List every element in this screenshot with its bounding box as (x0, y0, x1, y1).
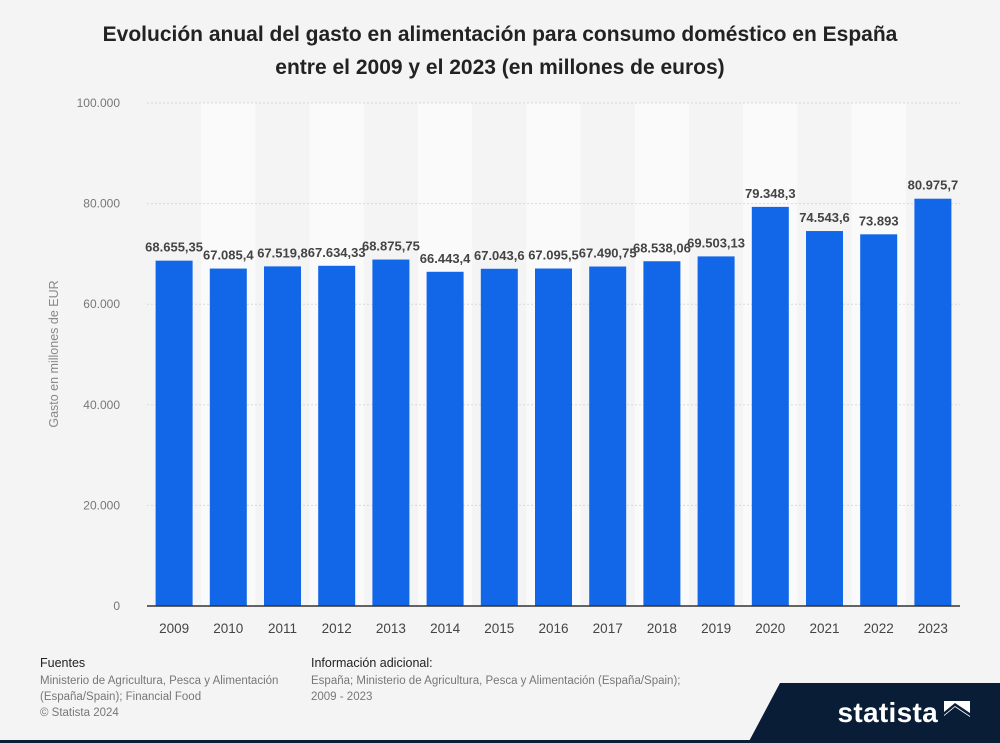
sources-line: © Statista 2024 (40, 707, 119, 719)
bar[interactable] (155, 260, 193, 606)
data-label: 67.095,5 (528, 248, 579, 263)
x-tick-label: 2016 (538, 621, 568, 636)
y-tick-label: 0 (113, 599, 120, 613)
bar[interactable] (480, 268, 518, 606)
bar[interactable] (209, 268, 247, 606)
bar[interactable] (860, 234, 898, 606)
bar[interactable] (697, 256, 735, 606)
y-axis-label: Gasto en millones de EUR (47, 280, 61, 427)
chart-title-line-1: Evolución anual del gasto en alimentació… (102, 23, 898, 46)
bar[interactable] (318, 265, 356, 606)
data-label: 67.085,4 (203, 248, 254, 263)
info-heading: Información adicional: (311, 656, 433, 670)
x-tick-label: 2014 (430, 621, 461, 636)
bar[interactable] (535, 268, 572, 606)
data-label: 79.348,3 (745, 186, 796, 201)
data-label: 68.655,35 (145, 240, 203, 255)
bar[interactable] (751, 206, 789, 606)
brand-bottom-line (0, 740, 1000, 743)
data-label: 67.519,8 (257, 245, 308, 260)
bar[interactable] (806, 231, 843, 606)
x-tick-label: 2013 (376, 621, 406, 636)
y-tick-label: 60.000 (83, 297, 120, 311)
x-tick-label: 2022 (864, 621, 894, 636)
data-label: 73.893 (859, 213, 899, 228)
x-tick-label: 2018 (647, 621, 677, 636)
bar[interactable] (372, 259, 410, 606)
statista-logo-icon (944, 701, 970, 723)
info-line: 2009 - 2023 (311, 691, 373, 703)
sources-line: (España/Spain); Financial Food (40, 691, 202, 703)
x-tick-label: 2021 (809, 621, 839, 636)
data-label: 67.634,33 (308, 245, 366, 260)
data-label: 69.503,13 (687, 235, 745, 250)
bar[interactable] (914, 198, 952, 606)
y-tick-label: 20.000 (83, 498, 120, 512)
brand-bar: statista (0, 683, 1000, 743)
bar[interactable] (643, 261, 681, 606)
bar[interactable] (589, 266, 627, 606)
bar[interactable] (264, 266, 301, 606)
x-tick-label: 2019 (701, 621, 731, 636)
data-label: 67.043,6 (474, 248, 525, 263)
x-tick-label: 2023 (918, 621, 948, 636)
y-tick-label: 80.000 (83, 197, 120, 211)
data-label: 66.443,4 (420, 251, 471, 266)
x-tick-label: 2009 (159, 621, 189, 636)
y-axis-tick-labels: 0 20.000 40.000 60.000 80.000 100.000 (77, 96, 121, 613)
info-line: España; Ministerio de Agricultura, Pesca… (311, 675, 681, 687)
chart-title: Evolución anual del gasto en alimentació… (0, 18, 1000, 84)
brand-logo-text[interactable]: statista (837, 697, 938, 728)
x-tick-label: 2011 (268, 621, 297, 636)
x-tick-label: 2020 (755, 621, 785, 636)
sources-line: Ministerio de Agricultura, Pesca y Alime… (40, 675, 279, 687)
footer-additional-info: Información adicional: España; Ministeri… (311, 655, 680, 705)
data-label: 68.875,75 (362, 239, 420, 254)
x-tick-label: 2017 (593, 621, 623, 636)
data-label: 67.490,75 (579, 246, 637, 261)
x-tick-label: 2012 (322, 621, 352, 636)
x-tick-label: 2015 (484, 621, 514, 636)
data-label: 80.975,7 (908, 178, 959, 193)
data-label: 74.543,6 (799, 210, 850, 225)
bar[interactable] (426, 271, 464, 606)
sources-heading: Fuentes (40, 656, 86, 670)
data-label: 68.538,06 (633, 240, 691, 255)
x-tick-label: 2010 (213, 621, 243, 636)
y-tick-label: 100.000 (77, 96, 121, 110)
footer-sources: Fuentes Ministerio de Agricultura, Pesca… (40, 655, 278, 721)
bars (155, 198, 952, 606)
chart-title-line-2: entre el 2009 y el 2023 (en millones de … (275, 56, 725, 79)
y-tick-label: 40.000 (83, 398, 120, 412)
x-axis-tick-labels: 2009 2010 2011 2012 2013 2014 2015 2016 2017 2018… (159, 621, 948, 636)
